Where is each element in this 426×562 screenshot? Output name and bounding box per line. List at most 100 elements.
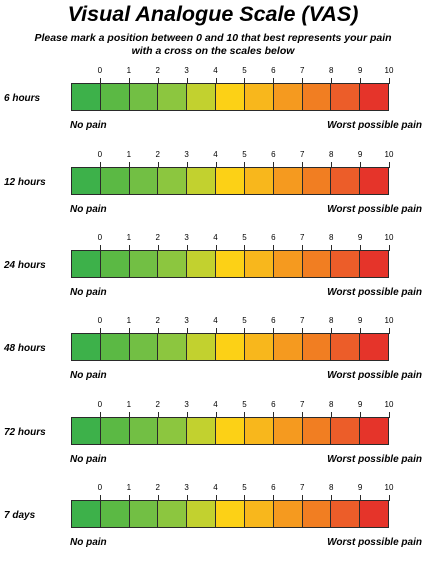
vas-segment[interactable] [100,168,130,194]
vas-segment[interactable] [129,84,159,110]
vas-segment[interactable] [360,334,388,360]
vas-segment[interactable] [302,501,332,527]
anchor-worst-pain: Worst possible pain [327,204,422,215]
vas-segment[interactable] [216,251,245,277]
tick-label: 1 [126,233,132,242]
vas-segment[interactable] [273,251,303,277]
vas-segment[interactable] [158,84,188,110]
tick-mark [331,495,333,501]
vas-bar[interactable] [71,333,389,361]
vas-segment[interactable] [244,251,274,277]
tick-label: 10 [384,483,394,492]
vas-segment[interactable] [216,334,245,360]
tick-mark [273,78,275,84]
vas-segment[interactable] [273,418,303,444]
vas-segment[interactable] [244,168,274,194]
tick-mark [360,162,362,168]
vas-segment[interactable] [216,84,245,110]
vas-segment[interactable] [302,168,332,194]
tick-label: 4 [213,150,218,159]
tick-label: 2 [155,316,160,325]
vas-segment[interactable] [158,168,188,194]
tick-labels: 0 1 2 3 4 5 6 7 8 9 10 [71,399,394,411]
vas-segment[interactable] [302,251,332,277]
vas-segment[interactable] [273,501,303,527]
vas-segment[interactable] [187,168,217,194]
vas-bar[interactable] [71,250,389,278]
vas-segment[interactable] [129,168,159,194]
vas-segment[interactable] [244,418,274,444]
vas-segment[interactable] [100,418,130,444]
vas-segment[interactable] [360,84,388,110]
vas-segment[interactable] [360,501,388,527]
tick-mark [389,78,390,84]
vas-scale: 0 1 2 3 4 5 6 7 8 9 10 24 hours No pain Worst possibl… [0,232,426,312]
vas-segment[interactable] [72,168,101,194]
vas-segment[interactable] [158,501,188,527]
tick-label: 9 [357,400,363,409]
anchor-worst-pain: Worst possible pain [327,454,422,465]
vas-segment[interactable] [158,418,188,444]
vas-segment[interactable] [187,334,217,360]
vas-segment[interactable] [360,168,388,194]
vas-segment[interactable] [331,84,361,110]
tick-label: 8 [328,150,334,159]
anchor-no-pain: No pain [70,120,107,131]
vas-bar[interactable] [71,167,389,195]
vas-segment[interactable] [72,501,101,527]
vas-segment[interactable] [273,84,303,110]
vas-bar[interactable] [71,417,389,445]
vas-bar[interactable] [71,83,389,111]
vas-segment[interactable] [244,334,274,360]
vas-segment[interactable] [273,168,303,194]
tick-mark [215,412,217,418]
vas-segment[interactable] [187,501,217,527]
vas-segment[interactable] [302,334,332,360]
vas-segment[interactable] [72,84,101,110]
vas-segment[interactable] [244,501,274,527]
tick-label: 4 [213,316,218,325]
vas-bar[interactable] [71,500,389,528]
vas-segment[interactable] [187,84,217,110]
vas-segment[interactable] [331,251,361,277]
vas-segment[interactable] [302,84,332,110]
tick-label: 1 [126,66,132,75]
vas-segment[interactable] [129,418,159,444]
vas-segment[interactable] [302,418,332,444]
vas-segment[interactable] [187,418,217,444]
tick-mark [215,245,217,251]
vas-segment[interactable] [216,168,245,194]
tick-label: 0 [97,483,103,492]
vas-segment[interactable] [72,251,101,277]
vas-segment[interactable] [331,501,361,527]
vas-segment[interactable] [129,251,159,277]
vas-segment[interactable] [72,334,101,360]
vas-segment[interactable] [129,501,159,527]
vas-segment[interactable] [187,251,217,277]
vas-segment[interactable] [331,334,361,360]
vas-segment[interactable] [100,334,130,360]
tick-mark [157,162,159,168]
tick-label: 10 [384,66,394,75]
vas-segment[interactable] [273,334,303,360]
vas-segment[interactable] [244,84,274,110]
tick-mark [128,245,130,251]
vas-segment[interactable] [100,251,130,277]
tick-mark [157,245,159,251]
vas-segment[interactable] [360,251,388,277]
vas-segment[interactable] [216,418,245,444]
vas-segment[interactable] [100,84,130,110]
vas-segment[interactable] [158,334,188,360]
anchor-worst-pain: Worst possible pain [327,370,422,381]
vas-segment[interactable] [158,251,188,277]
tick-mark [99,412,101,418]
vas-segment[interactable] [72,418,101,444]
tick-label: 6 [271,316,276,325]
tick-mark [273,495,275,501]
vas-segment[interactable] [331,168,361,194]
vas-segment[interactable] [129,334,159,360]
vas-segment[interactable] [331,418,361,444]
vas-segment[interactable] [216,501,245,527]
vas-segment[interactable] [360,418,388,444]
vas-segment[interactable] [100,501,130,527]
